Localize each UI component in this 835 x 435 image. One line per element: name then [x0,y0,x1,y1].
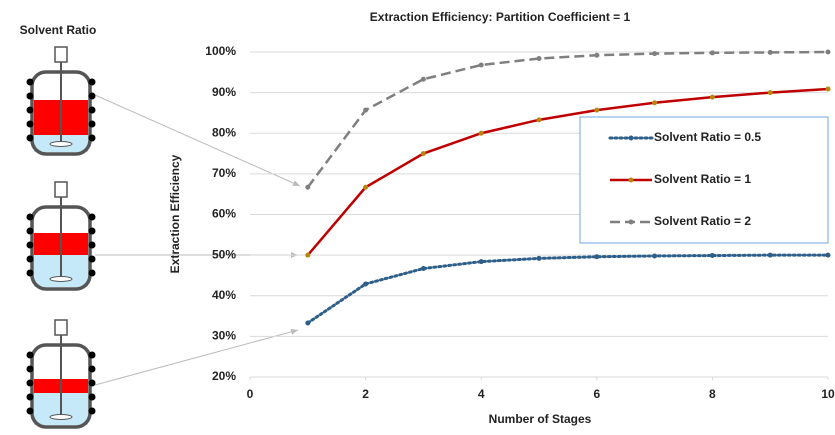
point [420,151,426,157]
point [420,76,426,82]
legend-label: Solvent Ratio = 1 [654,172,751,186]
point [478,62,484,68]
point [536,117,542,123]
point [478,259,484,265]
y-tick-label: 40% [212,288,236,302]
point [305,320,311,326]
point [478,130,484,136]
legend-marker [628,219,634,225]
point [363,281,369,287]
y-axis-label: Extraction Efficiency [168,154,182,273]
point [594,107,600,113]
point [767,90,773,96]
point [825,49,831,55]
point [652,51,658,57]
y-tick-label: 80% [212,125,236,139]
point [420,266,426,272]
point [652,253,658,259]
series-line [306,50,829,189]
point [767,252,773,258]
series-line [306,253,830,325]
point [709,50,715,56]
point [709,94,715,100]
x-tick-label: 4 [478,387,485,401]
series-line [306,87,829,256]
x-tick-label: 0 [247,387,254,401]
y-tick-label: 100% [205,44,236,58]
legend-label: Solvent Ratio = 0.5 [654,130,761,144]
x-tick-label: 10 [821,387,835,401]
chart-title: Extraction Efficiency: Partition Coeffic… [370,10,631,24]
point [536,56,542,61]
point [767,49,773,55]
point [594,254,600,260]
side-label: Solvent Ratio [20,23,97,37]
y-tick-label: 50% [212,247,236,261]
legend-label: Solvent Ratio = 2 [654,214,751,228]
point [825,252,831,258]
y-tick-label: 70% [212,166,236,180]
arrow [94,328,299,386]
vessel [26,46,96,156]
point [825,86,831,92]
point [536,255,542,261]
legend-marker [628,177,634,183]
point [652,100,658,106]
point [594,52,600,58]
legend-marker [628,135,634,141]
point [305,184,311,190]
x-tick-label: 2 [362,387,369,401]
vessel [26,181,96,291]
y-tick-label: 60% [212,207,236,221]
point [363,184,369,190]
point [305,252,311,258]
point [709,253,715,259]
x-tick-label: 6 [593,387,600,401]
y-tick-label: 20% [212,369,236,383]
y-tick-label: 90% [212,85,236,99]
arrow [94,94,301,187]
x-axis-label: Number of Stages [489,412,592,426]
point [363,107,369,113]
x-tick-label: 8 [709,387,716,401]
vessel [26,319,96,429]
y-tick-label: 30% [212,329,236,343]
